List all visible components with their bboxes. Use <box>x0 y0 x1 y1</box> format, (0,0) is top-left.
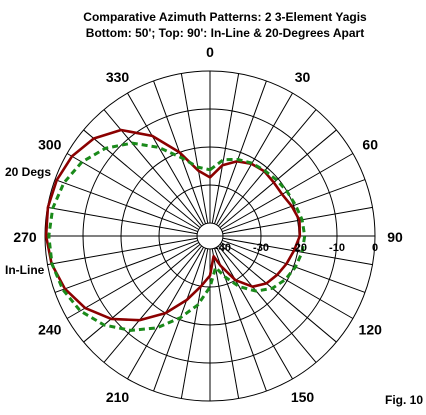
angle-tick-label: 60 <box>362 137 378 153</box>
angle-tick-labels: 0306090120150180210240270300330 <box>13 44 403 415</box>
figure-label: Fig. 10 <box>385 393 423 407</box>
angle-tick-label: 0 <box>206 44 214 60</box>
series-line-in-line <box>49 143 305 330</box>
chart-subtitle: Bottom: 50'; Top: 90': In-Line & 20-Degr… <box>86 26 364 40</box>
radial-tick-labels: -40 -30 -20 -10 0 <box>215 242 378 254</box>
angle-tick-label: 330 <box>106 69 130 85</box>
angle-tick-label: 300 <box>38 137 62 153</box>
radial-tick-label: -10 <box>329 242 345 254</box>
chart-title: Comparative Azimuth Patterns: 2 3-Elemen… <box>83 10 367 24</box>
radial-tick-label: -20 <box>291 242 307 254</box>
angle-tick-label: 90 <box>387 229 403 245</box>
series-label-20-degs: 20 Degs <box>5 165 51 179</box>
radial-tick-label: -30 <box>253 242 269 254</box>
series-line-20-degs <box>46 130 300 320</box>
radial-tick-label: 0 <box>372 242 378 254</box>
angle-tick-label: 270 <box>13 229 37 245</box>
angle-tick-label: 120 <box>359 322 383 338</box>
angle-tick-label: 150 <box>291 389 315 405</box>
series-label-in-line: In-Line <box>5 263 45 277</box>
polar-grid <box>45 71 375 401</box>
radial-tick-label: -40 <box>215 242 231 254</box>
angle-tick-label: 210 <box>106 389 130 405</box>
angle-tick-label: 30 <box>295 69 311 85</box>
angle-tick-label: 240 <box>38 322 62 338</box>
